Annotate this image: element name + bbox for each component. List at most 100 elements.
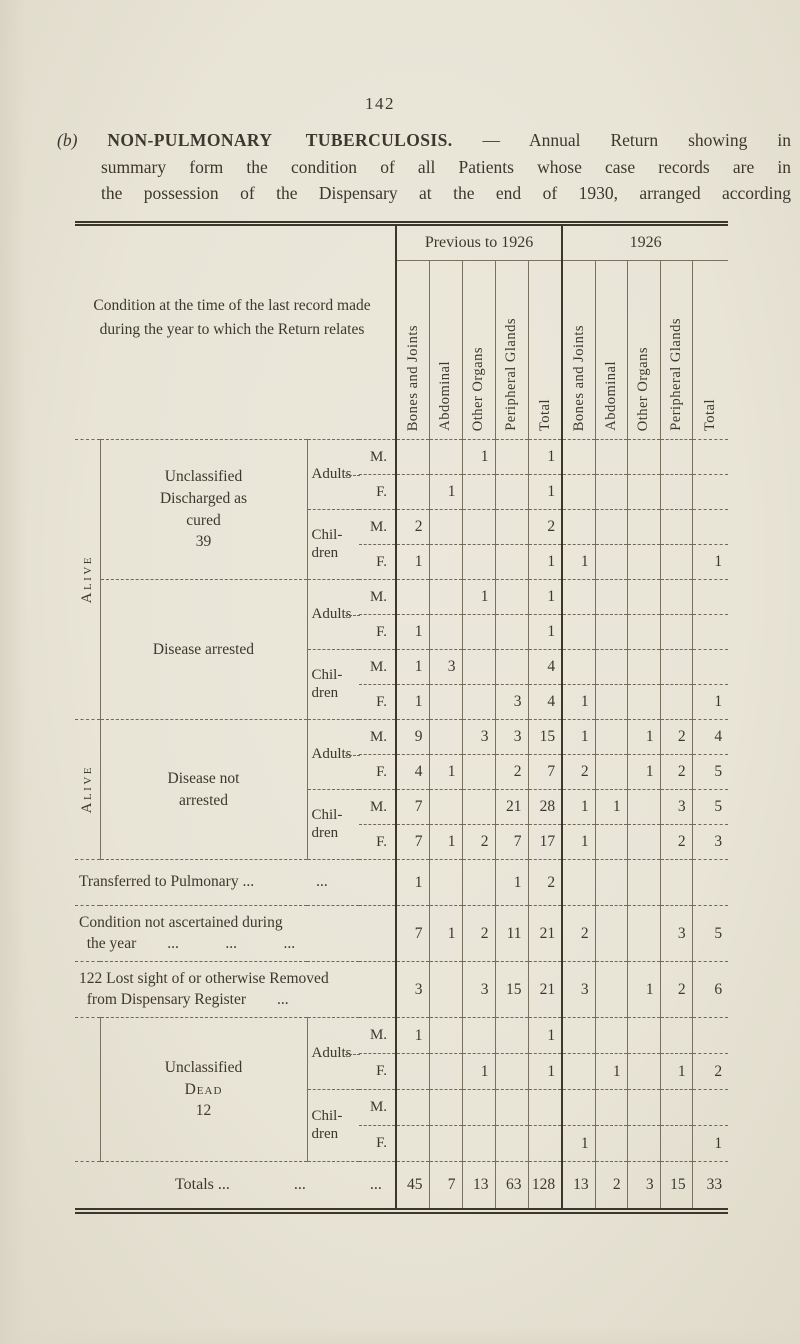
value-cell: 15	[527, 719, 563, 755]
alive-side-label: Alive	[75, 439, 100, 720]
value-cell	[594, 614, 628, 650]
value-cell	[659, 439, 693, 475]
value-cell	[494, 1017, 529, 1054]
table-row: Alive Disease not arrested Adults M. 9 3…	[75, 719, 729, 860]
value-cell	[691, 439, 729, 475]
value-cell: 7	[494, 824, 529, 860]
value-cell: 1	[527, 1053, 563, 1090]
value-cell	[659, 649, 693, 685]
value-cell: 1	[428, 824, 463, 860]
value-cell: 3	[428, 649, 463, 685]
value-cell: 3	[395, 961, 430, 1018]
value-cell	[626, 439, 661, 475]
table-row: Condition not ascertained during the yea…	[75, 905, 729, 962]
value-cell	[428, 789, 463, 825]
value-cell: 7	[395, 905, 430, 962]
value-cell	[428, 961, 463, 1018]
value-cell	[626, 684, 661, 720]
total-cell: 15	[659, 1161, 693, 1208]
sex-label: F.	[359, 754, 397, 790]
value-cell	[626, 579, 661, 615]
sex-label: F.	[359, 544, 397, 580]
value-cell: 3	[691, 824, 729, 860]
column-header: Abdominal	[594, 260, 628, 440]
value-cell	[494, 1053, 529, 1090]
column-header: Peripheral Glands	[494, 260, 529, 440]
alive-side-label: Alive	[75, 719, 100, 860]
column-header: Peripheral Glands	[659, 260, 693, 440]
table-row: F. 1 3 4 1 1	[75, 684, 729, 720]
value-cell	[494, 1125, 529, 1162]
value-cell: 1	[691, 544, 729, 580]
value-cell	[594, 439, 628, 475]
sex-label: M.	[359, 649, 397, 685]
value-cell: 2	[461, 905, 496, 962]
table-row: F. 7 1 2 7 17 1 2 3	[75, 824, 729, 860]
value-cell	[594, 649, 628, 685]
value-cell: 21	[527, 961, 563, 1018]
value-cell	[626, 1125, 661, 1162]
row-label-not-ascertained: Condition not ascertained during the yea…	[75, 905, 397, 962]
value-cell: 1	[594, 1053, 628, 1090]
sex-label: M.	[359, 719, 397, 755]
value-cell: 21	[494, 789, 529, 825]
column-header-label: Peripheral Glands	[503, 318, 520, 431]
value-cell: 1	[461, 579, 496, 615]
value-cell: 3	[461, 719, 496, 755]
value-cell: 1	[428, 474, 463, 510]
value-cell	[626, 1017, 661, 1054]
value-cell: 1	[659, 1053, 693, 1090]
children-label: Chil- dren	[306, 509, 359, 580]
value-cell: 1	[527, 544, 563, 580]
value-cell: 4	[691, 719, 729, 755]
value-cell	[461, 474, 496, 510]
value-cell	[461, 649, 496, 685]
value-cell	[428, 439, 463, 475]
alive-label: Alive	[78, 555, 95, 604]
table-row: Chil- dren M. 1 3 4	[75, 649, 729, 720]
value-cell	[494, 649, 529, 685]
value-cell	[395, 579, 430, 615]
row-label-lost-sight: 122 Lost sight of or otherwise Removed f…	[75, 961, 397, 1018]
table-row: F. 4 1 2 7 2 1 2 5	[75, 754, 729, 790]
value-cell	[561, 474, 596, 510]
value-cell	[428, 509, 463, 545]
table-row: Transferred to Pulmonary ... ... 1 1 2	[75, 859, 729, 906]
value-cell: 1	[395, 614, 430, 650]
value-cell	[594, 1089, 628, 1126]
value-cell	[626, 789, 661, 825]
value-cell	[461, 614, 496, 650]
value-cell	[659, 1089, 693, 1126]
value-cell	[428, 684, 463, 720]
value-cell: 21	[527, 905, 563, 962]
dead-side-spacer	[75, 1017, 100, 1162]
value-cell: 1	[527, 474, 563, 510]
value-cell	[561, 509, 596, 545]
value-cell	[494, 579, 529, 615]
value-cell	[561, 649, 596, 685]
row-label-transferred: Transferred to Pulmonary ... ...	[75, 859, 397, 906]
total-cell: 13	[461, 1161, 496, 1208]
value-cell	[626, 509, 661, 545]
value-cell: 1	[527, 579, 563, 615]
value-cell: 28	[527, 789, 563, 825]
value-cell	[691, 1017, 729, 1054]
value-cell: 1	[527, 1017, 563, 1054]
value-cell: 1	[527, 439, 563, 475]
value-cell: 1	[561, 789, 596, 825]
value-cell: 2	[527, 859, 563, 906]
value-cell: 3	[461, 961, 496, 1018]
value-cell	[494, 439, 529, 475]
dead-label-line: 12	[195, 1102, 212, 1120]
table-row: Totals ... ... ... 45 7 13 63 128 13 2 3…	[75, 1161, 729, 1208]
value-cell	[494, 474, 529, 510]
value-cell	[395, 1089, 430, 1126]
value-cell: 2	[527, 509, 563, 545]
table-row: Chil- dren M. 7 21 28 1 1 3 5	[75, 789, 729, 860]
value-cell: 2	[395, 509, 430, 545]
value-cell	[594, 961, 628, 1018]
value-cell	[659, 684, 693, 720]
category-label: Unclassified Discharged as cured 39	[99, 439, 307, 580]
value-cell	[626, 544, 661, 580]
